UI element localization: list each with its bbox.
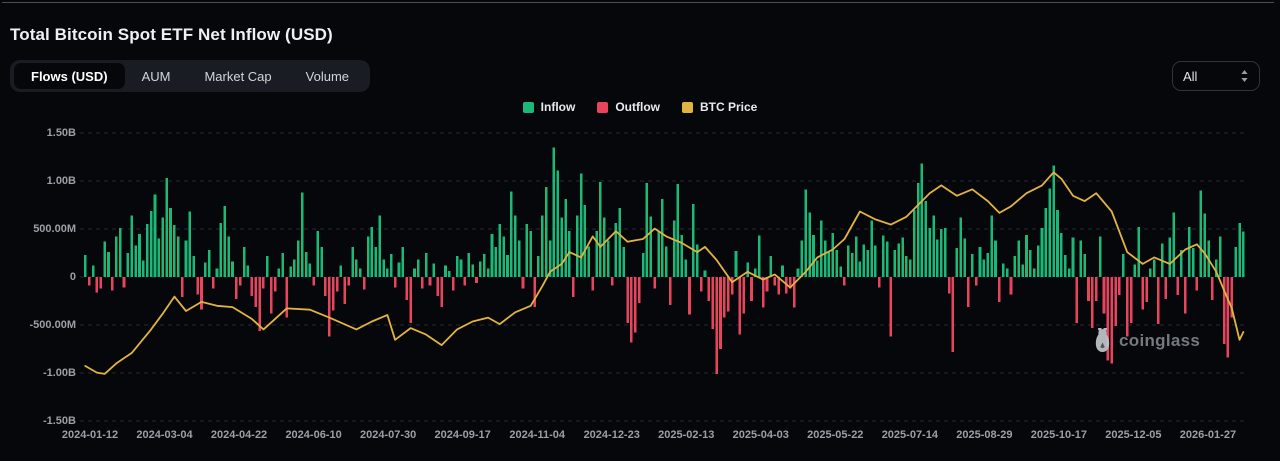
- x-axis-tick: 2026-01-27: [1179, 429, 1237, 441]
- x-axis-tick: 2024-06-10: [285, 429, 342, 441]
- watermark: coinglass: [1094, 328, 1200, 353]
- y-axis-tick: 500.00M: [33, 223, 76, 235]
- legend-item-btc-price[interactable]: BTC Price: [681, 100, 758, 114]
- btc-price-swatch-icon: [681, 101, 693, 113]
- inflow-swatch-icon: [522, 101, 534, 113]
- legend-item-inflow[interactable]: Inflow: [522, 100, 576, 114]
- legend-label: Inflow: [540, 100, 576, 114]
- x-axis-tick: 2025-05-22: [807, 429, 864, 441]
- x-axis-tick: 2024-01-12: [61, 429, 119, 441]
- x-axis-tick: 2024-12-23: [583, 429, 640, 441]
- time-range-select[interactable]: All: [1172, 61, 1260, 91]
- x-axis-tick: 2025-02-13: [658, 429, 715, 441]
- watermark-text: coinglass: [1119, 330, 1201, 350]
- tab-market-cap[interactable]: Market Cap: [204, 68, 272, 84]
- chart-legend: Inflow Outflow BTC Price: [0, 100, 1280, 114]
- legend-label: Outflow: [615, 100, 660, 114]
- x-axis-tick: 2025-04-03: [732, 429, 789, 441]
- x-axis-tick: 2025-07-14: [881, 429, 938, 441]
- x-axis-tick: 2025-08-29: [956, 429, 1013, 441]
- chart-tabbar: Flows (USD) AUM Market Cap Volume: [10, 60, 371, 92]
- x-axis-tick: 2024-03-04: [136, 429, 193, 441]
- legend-label: BTC Price: [699, 100, 758, 114]
- tab-flows-usd[interactable]: Flows (USD): [14, 63, 125, 89]
- select-arrows-icon: [1240, 69, 1249, 83]
- y-axis-tick: 1.50B: [46, 127, 76, 139]
- top-divider: [2, 2, 1274, 3]
- tab-volume[interactable]: Volume: [305, 68, 350, 84]
- tab-aum[interactable]: AUM: [141, 68, 171, 84]
- x-axis-tick: 2024-09-17: [434, 429, 491, 441]
- x-axis-tick: 2024-07-30: [359, 429, 417, 441]
- y-axis-tick: -1.00B: [42, 367, 76, 379]
- x-axis-tick: 2024-11-04: [509, 429, 565, 441]
- x-axis-tick: 2024-04-22: [210, 429, 268, 441]
- y-axis-tick: 1.00B: [46, 175, 76, 187]
- coinglass-logo-icon: [1094, 328, 1111, 353]
- time-range-value: All: [1183, 68, 1198, 84]
- y-axis-tick: 0: [69, 271, 76, 283]
- page-title: Total Bitcoin Spot ETF Net Inflow (USD): [10, 25, 333, 44]
- legend-item-outflow[interactable]: Outflow: [597, 100, 660, 114]
- x-axis-tick: 2025-10-17: [1030, 429, 1088, 441]
- y-axis-tick: -500.00M: [29, 319, 76, 331]
- x-axis-tick: 2025-12-05: [1105, 429, 1162, 441]
- outflow-swatch-icon: [597, 101, 609, 113]
- y-axis-tick: -1.50B: [42, 415, 76, 427]
